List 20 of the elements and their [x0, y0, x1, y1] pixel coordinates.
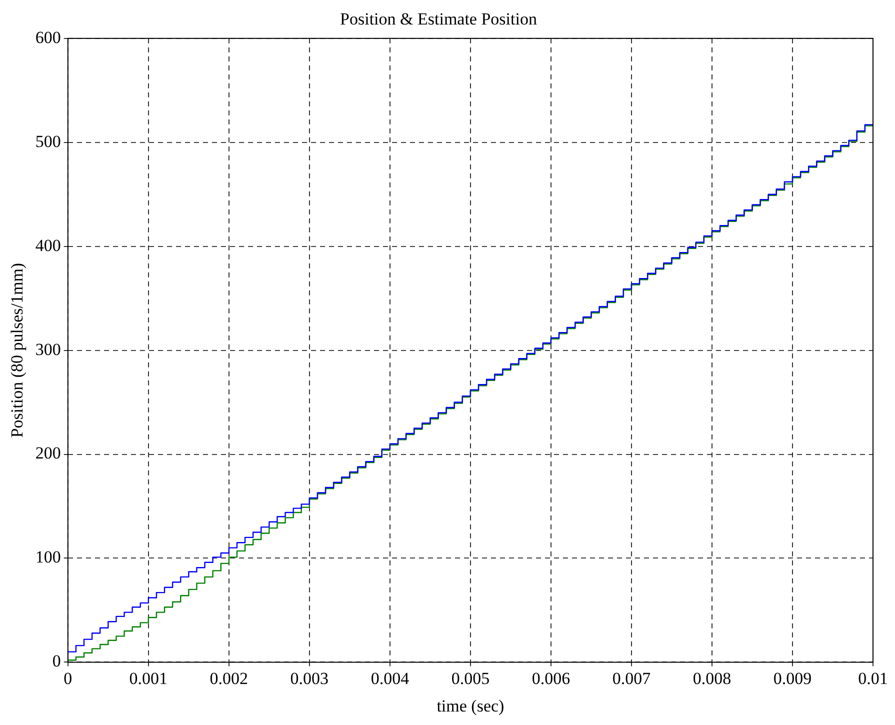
y-tick-label: 100 [35, 548, 61, 567]
y-axis-title: Position (80 pulses/1mm) [8, 262, 27, 438]
chart-title: Position & Estimate Position [340, 10, 538, 29]
x-tick-label: 0.01 [858, 668, 888, 688]
y-tick-label: 200 [35, 444, 61, 463]
y-tick-label: 600 [35, 28, 61, 47]
y-tick-label: 300 [35, 340, 61, 359]
y-tick-label: 0 [52, 652, 61, 671]
x-tick-label: 0.003 [290, 668, 329, 688]
x-tick-label: 0.008 [692, 668, 732, 688]
x-tick-label: 0.006 [532, 668, 570, 688]
x-axis-title: time (sec) [436, 696, 504, 716]
y-tick-label: 500 [35, 132, 61, 151]
x-tick-label: 0.001 [129, 668, 168, 688]
x-tick-label: 0.007 [612, 668, 652, 688]
x-tick-label: 0.004 [370, 668, 410, 688]
x-tick-label: 0.005 [451, 668, 490, 688]
x-tick-label: 0.009 [773, 668, 812, 688]
x-tick-label: 0.002 [210, 668, 248, 688]
y-tick-label: 400 [35, 236, 61, 255]
